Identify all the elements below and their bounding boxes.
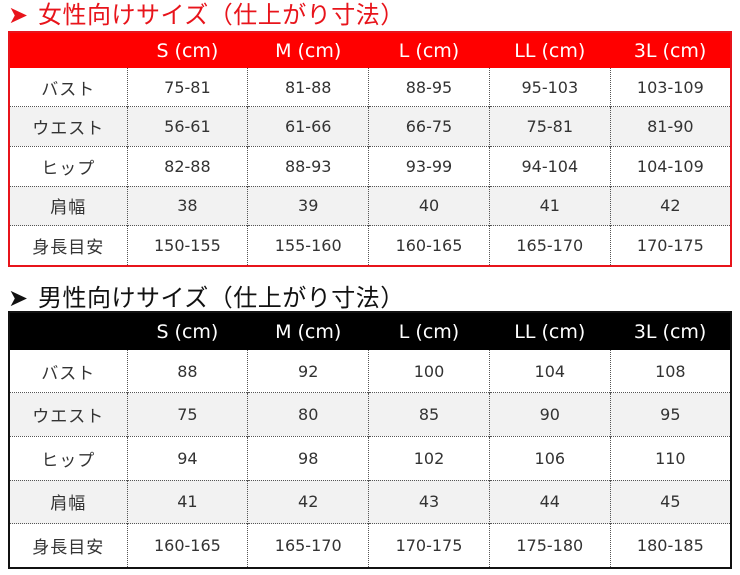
table-cell: 104 (488, 350, 611, 393)
arrowhead-right-icon: ➤ (8, 1, 29, 29)
table-header-row: S (cm) M (cm) L (cm) LL (cm) 3L (cm) (9, 32, 731, 68)
table-cell: 98 (247, 435, 369, 480)
table-header-cell: L (cm) (368, 312, 490, 350)
table-cell: 38 (126, 185, 248, 226)
table-cell: 104-109 (609, 145, 731, 187)
row-label: ヒップ (9, 145, 127, 187)
table-cell: 175-180 (488, 523, 611, 568)
table-cell: 43 (368, 479, 490, 524)
table-cell: 103-109 (609, 68, 731, 107)
table-cell: 160-165 (126, 523, 248, 568)
table-cell: 39 (247, 185, 369, 226)
table-cell: 45 (609, 479, 731, 524)
table-cell: 90 (488, 392, 611, 437)
table-header-cell: M (cm) (247, 312, 369, 350)
row-label: 身長目安 (9, 225, 127, 266)
table-row: バスト 88 92 100 104 108 (9, 350, 731, 393)
table-header-cell: LL (cm) (489, 32, 611, 68)
table-cell: 85 (368, 392, 490, 437)
row-label: ヒップ (9, 435, 127, 480)
row-label: バスト (41, 79, 96, 100)
men-size-title: ➤ 男性向けサイズ（仕上がり寸法） (8, 283, 405, 313)
table-header-cell: 3L (cm) (610, 32, 731, 68)
table-cell: 106 (488, 435, 611, 480)
row-label: ウエスト (9, 392, 127, 437)
table-cell: 150-155 (126, 225, 248, 266)
table-cell: 160-165 (368, 225, 490, 266)
table-cell: 95-103 (488, 68, 611, 107)
table-row: 身長目安 150-155 155-160 160-165 165-170 170… (9, 225, 731, 266)
table-header-cell: M (cm) (247, 32, 369, 68)
row-label: 身長目安 (9, 523, 127, 568)
table-header-corner (9, 312, 127, 350)
table-row: ウエスト 56-61 61-66 66-75 75-81 81-90 (9, 106, 731, 147)
table-cell: 165-170 (247, 523, 369, 568)
table-row: 肩幅 38 39 40 41 42 (9, 185, 731, 226)
table-header-corner (9, 32, 127, 68)
men-size-table: S (cm) M (cm) L (cm) LL (cm) 3L (cm) バスト… (8, 311, 732, 569)
table-cell: 94 (126, 435, 248, 480)
table-header-row: S (cm) M (cm) L (cm) LL (cm) 3L (cm) (9, 312, 731, 350)
table-row: 肩幅 41 42 43 44 45 (9, 479, 731, 524)
table-row: ヒップ 94 98 102 106 110 (9, 435, 731, 480)
table-cell: 88-95 (368, 68, 490, 107)
table-cell: 94-104 (488, 145, 611, 187)
table-header-cell: 3L (cm) (610, 312, 731, 350)
table-cell: 66-75 (368, 106, 490, 147)
table-cell: 82-88 (126, 145, 248, 187)
table-header-cell: S (cm) (127, 312, 248, 350)
table-cell: 42 (247, 479, 369, 524)
table-cell: 93-99 (368, 145, 490, 187)
table-header-cell: L (cm) (368, 32, 490, 68)
table-cell: 170-175 (609, 225, 731, 266)
row-label: ウエスト (9, 106, 127, 147)
table-row: バスト 75-81 81-88 88-95 95-103 103-109 (9, 68, 731, 107)
men-size-title-text: 男性向けサイズ（仕上がり寸法） (38, 284, 405, 312)
table-cell: 102 (368, 435, 490, 480)
table-cell: 81-90 (609, 106, 731, 147)
table-row: 身長目安 160-165 165-170 170-175 175-180 180… (9, 523, 731, 568)
table-header-cell: LL (cm) (489, 312, 611, 350)
table-row: ウエスト 75 80 85 90 95 (9, 392, 731, 437)
table-cell: 42 (609, 185, 731, 226)
table-cell: 170-175 (368, 523, 490, 568)
women-size-title-text: 女性向けサイズ（仕上がり寸法） (38, 1, 405, 29)
table-cell: 108 (609, 350, 731, 393)
row-label: 肩幅 (9, 479, 127, 524)
table-cell: 41 (488, 185, 611, 226)
table-cell: 110 (609, 435, 731, 480)
women-size-table: S (cm) M (cm) L (cm) LL (cm) 3L (cm) バスト… (8, 31, 732, 267)
row-label: 肩幅 (9, 185, 127, 226)
table-cell: 95 (609, 392, 731, 437)
table-cell: 44 (488, 479, 611, 524)
table-cell: 100 (368, 350, 490, 393)
women-size-title: ➤ 女性向けサイズ（仕上がり寸法） (8, 0, 405, 30)
table-cell: 41 (126, 479, 248, 524)
table-row: ヒップ 82-88 88-93 93-99 94-104 104-109 (9, 145, 731, 187)
table-cell: 75 (126, 392, 248, 437)
table-header-cell: S (cm) (127, 32, 248, 68)
table-cell: 80 (247, 392, 369, 437)
arrowhead-right-icon: ➤ (8, 284, 29, 312)
table-cell: 88 (126, 350, 248, 393)
table-cell: 75-81 (488, 106, 611, 147)
table-cell: 75-81 (126, 68, 248, 107)
table-cell: 61-66 (247, 106, 369, 147)
row-label: バスト (41, 363, 96, 384)
table-cell: 165-170 (488, 225, 611, 266)
table-cell: 56-61 (126, 106, 248, 147)
table-cell: 155-160 (247, 225, 369, 266)
table-cell: 88-93 (247, 145, 369, 187)
table-cell: 40 (368, 185, 490, 226)
table-cell: 81-88 (247, 68, 369, 107)
table-cell: 92 (247, 350, 369, 393)
table-cell: 180-185 (609, 523, 731, 568)
